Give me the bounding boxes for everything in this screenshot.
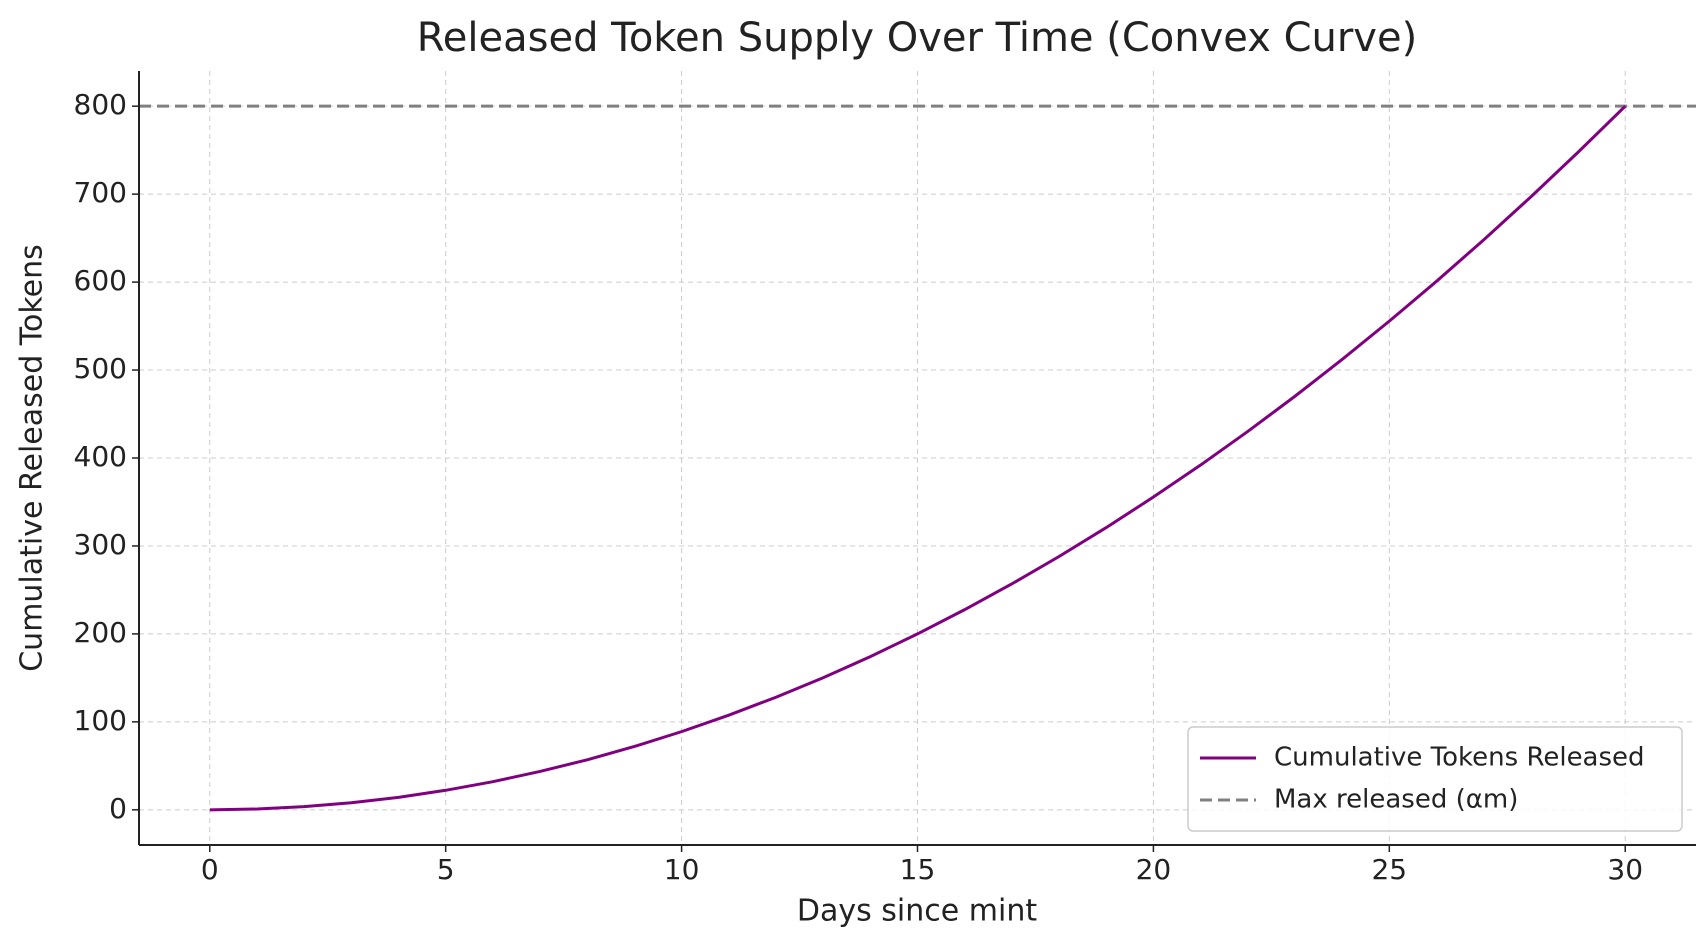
x-tick-label: 30: [1607, 853, 1643, 886]
x-tick-label: 15: [900, 853, 936, 886]
y-tick-label: 0: [109, 792, 127, 825]
y-tick-label: 200: [74, 616, 127, 649]
y-tick-label: 500: [74, 352, 127, 385]
y-tick-label: 100: [74, 704, 127, 737]
y-tick-label: 300: [74, 528, 127, 561]
y-tick-label: 700: [74, 176, 127, 209]
line-series: [209, 105, 1627, 812]
x-tick-label: 25: [1371, 853, 1407, 886]
x-tick-label: 20: [1136, 853, 1172, 886]
x-tick-label: 5: [437, 853, 455, 886]
y-tick-label: 800: [74, 88, 127, 121]
chart-title: Released Token Supply Over Time (Convex …: [417, 15, 1417, 61]
y-tick-label: 400: [74, 440, 127, 473]
legend-label: Max released (αm): [1274, 785, 1518, 815]
legend-label: Cumulative Tokens Released: [1274, 743, 1645, 773]
y-axis-label: Cumulative Released Tokens: [15, 244, 50, 672]
legend-box: [1187, 726, 1683, 832]
x-axis-label: Days since mint: [797, 894, 1037, 929]
legend: Cumulative Tokens Released Max released (…: [1187, 726, 1683, 832]
x-tick-label: 10: [664, 853, 700, 886]
y-tick-label: 600: [74, 264, 127, 297]
x-tick-label: 0: [201, 853, 219, 886]
